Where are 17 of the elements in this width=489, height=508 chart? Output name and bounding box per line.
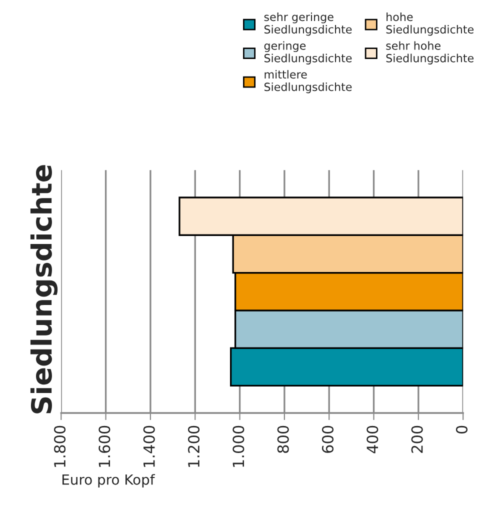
legend-label: sehr geringe Siedlungsdichte xyxy=(264,12,352,36)
x-tick-label: 600 xyxy=(322,426,334,453)
x-tick-label: 400 xyxy=(366,426,378,454)
legend-label: sehr hohe Siedlungsdichte xyxy=(386,41,474,64)
legend-label: mittlere Siedlungsdichte xyxy=(264,70,352,94)
legend-label: hohe Siedlungsdichte xyxy=(386,12,474,36)
x-tick-label: 1.600 xyxy=(98,426,110,467)
text: Siedlungsdichte xyxy=(30,165,58,414)
x-tick-label: 200 xyxy=(411,426,423,453)
x-axis-title: Euro pro Kopf xyxy=(62,474,156,488)
x-tick-label: 0 xyxy=(456,426,468,434)
x-tick-label: 800 xyxy=(277,426,289,453)
x-tick-label: 1.200 xyxy=(188,426,200,467)
x-tick-label: 1.000 xyxy=(232,426,244,467)
legend-label: geringe Siedlungsdichte xyxy=(264,41,352,64)
x-tick-label: 1.800 xyxy=(54,426,66,467)
x-tick-label: 1.400 xyxy=(143,426,155,467)
